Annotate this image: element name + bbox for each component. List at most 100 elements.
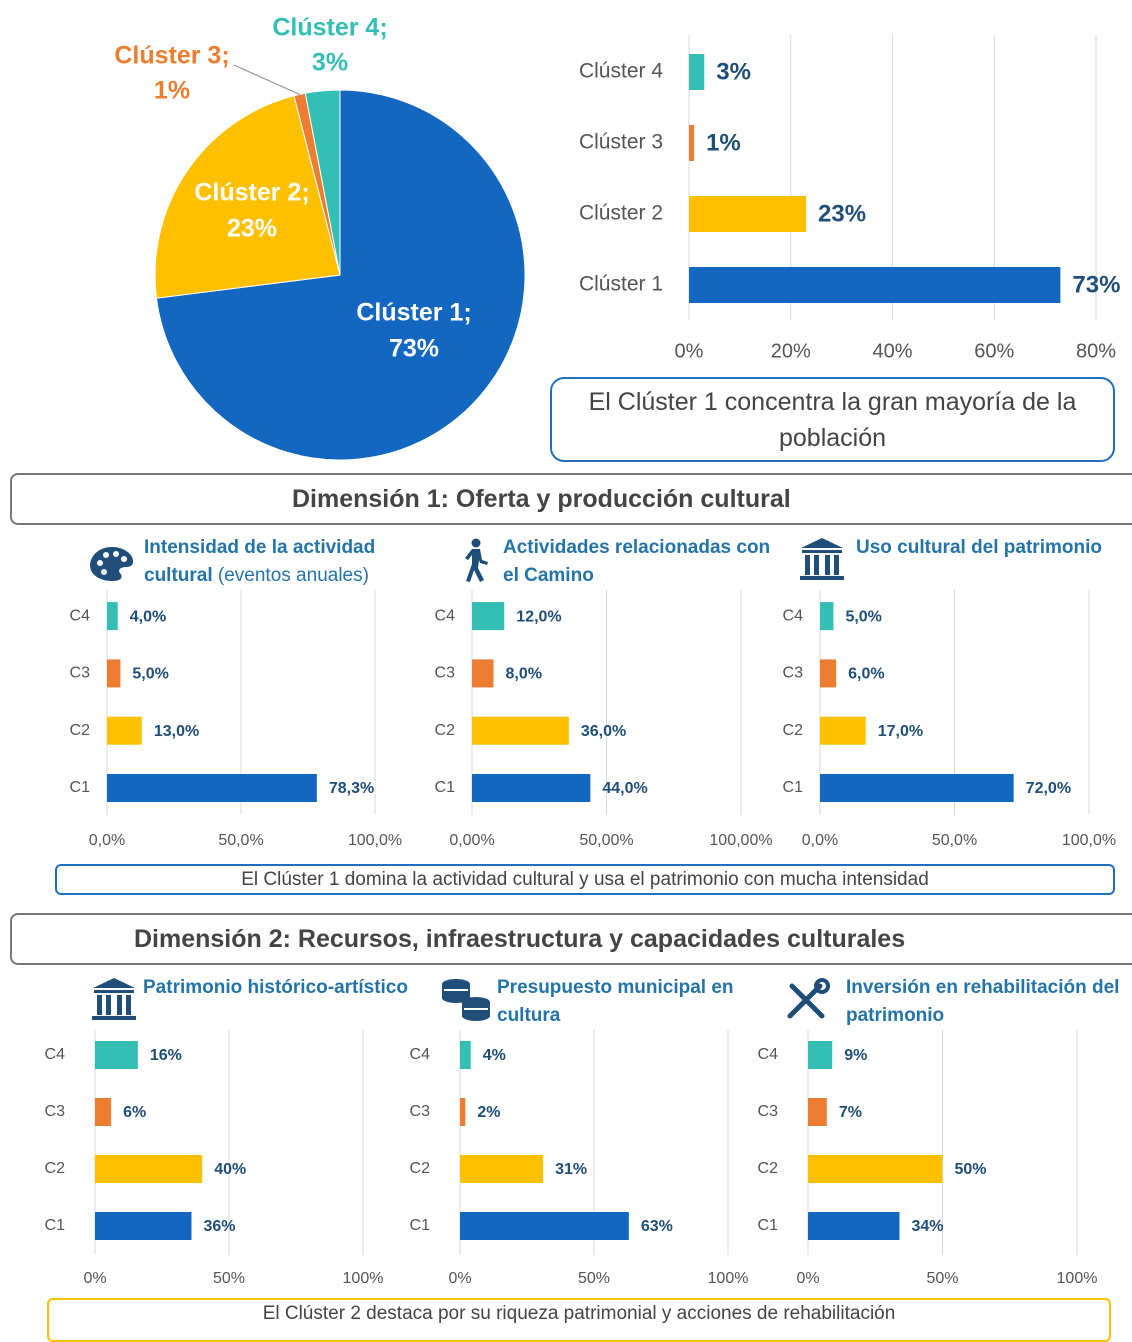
- chart-title-text: Actividades relacionadas con el Camino: [503, 537, 771, 586]
- y-tick-label: Clúster 4: [579, 60, 663, 83]
- y-tick-label: C4: [435, 607, 456, 624]
- icon-building: [92, 978, 136, 1020]
- y-tick-label: C3: [758, 1103, 779, 1120]
- data-label: 23%: [818, 200, 866, 227]
- bar: [689, 54, 705, 90]
- section-header: Dimensión 1: Oferta y producción cultura…: [10, 473, 1132, 525]
- bar: [460, 1212, 629, 1240]
- chart-title: Presupuesto municipal en cultura: [497, 974, 767, 1030]
- y-tick-label: C1: [783, 779, 804, 796]
- data-label: 63%: [641, 1218, 673, 1235]
- pie-slice: [154, 95, 341, 299]
- bar: [808, 1041, 833, 1069]
- bar: [95, 1212, 192, 1240]
- chart-title: Inversión en rehabilitación del patrimon…: [846, 974, 1131, 1030]
- data-label: 6,0%: [848, 666, 884, 683]
- data-label: 16%: [150, 1047, 182, 1064]
- chart-title-text: Patrimonio histórico-artístico: [143, 977, 408, 998]
- x-tick-label: 0%: [448, 1270, 471, 1287]
- y-tick-label: C2: [435, 722, 456, 739]
- icon-coins: [442, 979, 490, 1021]
- data-label: 36%: [203, 1218, 235, 1235]
- bar: [107, 774, 317, 802]
- y-tick-label: C3: [435, 665, 456, 682]
- x-tick-label: 50,00%: [579, 832, 633, 849]
- data-label: 5,0%: [845, 608, 881, 625]
- data-label: 44,0%: [602, 780, 647, 797]
- data-label: 1%: [706, 129, 741, 156]
- data-label: 2%: [477, 1104, 500, 1121]
- data-label: 31%: [555, 1161, 587, 1178]
- y-tick-label: C4: [410, 1046, 431, 1063]
- y-tick-label: C4: [70, 607, 91, 624]
- bar: [689, 196, 807, 232]
- bar: [95, 1098, 112, 1126]
- data-label: 40%: [214, 1161, 246, 1178]
- chart-title-text: Presupuesto municipal en cultura: [497, 977, 734, 1026]
- data-label: 3%: [312, 49, 348, 77]
- bar: [820, 774, 1014, 802]
- bar: [472, 659, 494, 688]
- bar: [95, 1041, 138, 1069]
- chart-title-text: Inversión en rehabilitación del patrimon…: [846, 977, 1120, 1026]
- x-tick-label: 50%: [578, 1270, 610, 1287]
- chart-title: Uso cultural del patrimonio: [856, 534, 1126, 562]
- icon-walker: [465, 538, 488, 582]
- x-tick-label: 40%: [872, 340, 912, 362]
- bar: [460, 1041, 471, 1069]
- y-tick-label: Clúster 1: [579, 273, 663, 296]
- y-tick-label: C3: [70, 665, 91, 682]
- x-tick-label: 20%: [771, 340, 811, 362]
- x-tick-label: 100,00%: [709, 832, 772, 849]
- y-tick-label: Clúster 2: [579, 202, 663, 225]
- bar: [460, 1098, 466, 1126]
- x-tick-label: 0,00%: [449, 832, 494, 849]
- x-tick-label: 100,0%: [348, 832, 402, 849]
- y-tick-label: C2: [783, 722, 804, 739]
- y-tick-label: C4: [783, 607, 804, 624]
- x-tick-label: 50,0%: [932, 832, 977, 849]
- x-tick-label: 0,0%: [89, 832, 125, 849]
- bar: [107, 659, 121, 688]
- pie-slice: [155, 89, 526, 461]
- bar: [95, 1155, 203, 1183]
- data-label: 12,0%: [516, 608, 561, 625]
- x-tick-label: 0,0%: [802, 832, 838, 849]
- x-tick-label: 60%: [974, 340, 1014, 362]
- bar: [808, 1098, 827, 1126]
- data-label: 17,0%: [878, 723, 923, 740]
- icon-tools: [787, 978, 830, 1019]
- chart-title: Intensidad de la actividad cultural (eve…: [144, 534, 414, 590]
- chart-title-text: Uso cultural del patrimonio: [856, 537, 1102, 558]
- bar: [689, 267, 1061, 303]
- bar: [472, 716, 569, 745]
- data-label-category: Clúster 2;: [194, 179, 309, 207]
- y-tick-label: C1: [435, 779, 456, 796]
- section-header: Dimensión 2: Recursos, infraestructura y…: [10, 913, 1132, 965]
- bar: [820, 716, 866, 745]
- bar: [820, 602, 834, 631]
- x-tick-label: 0%: [675, 340, 704, 362]
- y-tick-label: C4: [45, 1046, 66, 1063]
- bar: [460, 1155, 544, 1183]
- y-tick-label: C1: [410, 1217, 431, 1234]
- y-tick-label: C2: [758, 1160, 779, 1177]
- y-tick-label: C2: [45, 1160, 66, 1177]
- pie-slice: [304, 89, 341, 276]
- data-label: 1%: [154, 77, 190, 105]
- data-label: 50%: [955, 1161, 987, 1178]
- x-tick-label: 50%: [926, 1270, 958, 1287]
- x-tick-label: 0%: [83, 1270, 106, 1287]
- data-label: 3%: [716, 58, 751, 85]
- bar: [472, 602, 505, 631]
- icon-palette: [90, 547, 134, 581]
- y-tick-label: C1: [70, 779, 91, 796]
- bar: [472, 774, 591, 802]
- data-label: 73%: [1072, 271, 1120, 298]
- data-label: 8,0%: [506, 666, 542, 683]
- data-label-category: Clúster 3;: [114, 42, 229, 70]
- x-tick-label: 100,0%: [1062, 832, 1116, 849]
- data-label: 73%: [389, 335, 439, 363]
